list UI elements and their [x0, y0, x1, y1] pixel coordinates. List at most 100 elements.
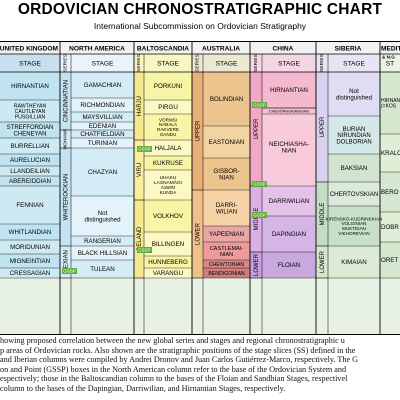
region-header: UNITED KINGDOM — [0, 45, 59, 52]
si-stage-label: CHERTOVSKIAN — [330, 191, 379, 198]
uk-stage-cell — [0, 138, 60, 154]
au-stage-cell — [203, 260, 250, 268]
si-stage-cell — [328, 116, 380, 154]
uk-stage-cell — [0, 72, 60, 100]
na-stage-cell — [71, 72, 134, 98]
si-stage-label: BURIAN NIRUNDIAN DOLBORIAN — [336, 127, 371, 146]
ba-stage-label: VORMSI NABALA RAKVERE OANDU — [157, 117, 179, 136]
au-series-cell — [192, 190, 203, 278]
lower-cell — [192, 278, 250, 334]
si-stage-label: Not distinguished — [336, 88, 373, 102]
na-stage-label: BLACK HILLSIAN — [78, 250, 128, 257]
cn-series-cell — [250, 252, 262, 278]
ba-stage-label: PORKUNI — [154, 83, 182, 90]
region-header-cell — [60, 42, 134, 54]
na-stage-label: RANGERIAN — [84, 238, 121, 245]
me-stage-cell — [380, 242, 400, 278]
au-stage-label: YAPEENIAN — [209, 231, 244, 238]
chronostratigraphic-table: UNITED KINGDOM STAGE NORTH AMERICA SERIES ST… — [0, 41, 400, 335]
lower-cell — [134, 278, 192, 334]
ba-series-cell — [134, 200, 144, 278]
ba-stage-cell — [144, 170, 192, 200]
au-stage-cell — [203, 268, 250, 278]
me-stage-cell — [380, 72, 400, 134]
si-series-cell — [316, 182, 328, 246]
gssp-label: GSSP — [138, 248, 151, 253]
cn-stage-label: HIRNANTIAN — [270, 87, 308, 94]
uk-stage-cell — [0, 268, 60, 278]
ba-stage-cell — [144, 268, 192, 278]
caption-line-3: and Iberian columns were compiled by And… — [0, 355, 359, 365]
region-header: CHINA — [273, 45, 294, 52]
cn-stage-cell — [262, 72, 316, 108]
lower-cell — [0, 278, 60, 334]
column-header-cell — [316, 54, 380, 72]
gssp-label: GSSP — [138, 147, 151, 152]
me-stage-cell — [380, 212, 400, 242]
region-header-cell — [134, 42, 192, 54]
cn-series-label: MIDDLE — [254, 208, 260, 231]
na-stage-cell — [71, 130, 134, 138]
si-stage-cell — [328, 72, 380, 116]
uk-stage-label: WHITLANDIAN — [9, 229, 52, 236]
si-stage-label: BAKSIAN — [341, 165, 368, 172]
me-stage-label: KRALO — [381, 150, 400, 157]
series-header: SERIES — [319, 54, 325, 72]
au-series-label: UPPER — [195, 120, 201, 141]
uk-stage-cell — [0, 176, 60, 186]
na-stage-label: TURINIAN — [88, 140, 117, 147]
column-header-cell — [380, 54, 400, 72]
si-series-cell — [316, 72, 328, 182]
gssp-label: GSSP — [253, 182, 266, 187]
si-stage-cell — [328, 182, 380, 206]
stage-header: STAGE — [278, 60, 300, 67]
stage-header: ST — [386, 60, 394, 67]
uk-stage-label: AURELUCIAN — [10, 157, 50, 164]
column-header-cell — [0, 54, 60, 72]
na-series-cell — [60, 130, 71, 148]
gssp-darriwilian — [252, 181, 267, 187]
gssp-label: GSSP — [253, 103, 266, 108]
uk-stage-cell — [0, 166, 60, 176]
ba-stage-label: HUNNEBERG — [148, 259, 188, 266]
uk-stage-label: BURRELLIAN — [11, 143, 50, 150]
me-stage-label: BERO — [381, 189, 399, 196]
uk-stage-label: LLANDEILIAN — [10, 168, 50, 175]
column-header-cell — [192, 54, 250, 72]
na-series-label: CINCINNATIAN — [63, 80, 69, 122]
uk-stage-cell — [0, 122, 60, 138]
series-header: SERIES — [136, 54, 142, 72]
series-header: SERIES — [195, 54, 201, 72]
figure-caption: howing proposed correlation between the … — [0, 336, 400, 394]
cn-stage-label: CHIENTANGKIANGIAN — [269, 109, 309, 113]
uk-stage-cell — [0, 224, 60, 240]
stage-header: STAGE — [92, 60, 114, 67]
stage-header: STAGE — [157, 60, 179, 67]
stage-header: STAGE — [216, 60, 238, 67]
cn-stage-cell — [262, 216, 316, 252]
cn-stage-cell — [262, 186, 316, 216]
au-stage-label: BENDIGONIAN — [208, 271, 245, 277]
gssp-dapingian — [252, 212, 267, 218]
cn-stage-label: DAPINGIAN — [272, 231, 306, 238]
ba-series-label: HARJU — [137, 96, 143, 116]
uk-stage-cell — [0, 100, 60, 122]
cn-stage-label: DARRIWILIAN — [269, 198, 310, 205]
region-header: MEDITE — [381, 45, 400, 52]
region-header-suffix: & N.G — [382, 55, 395, 60]
stage-header: STAGE — [19, 60, 41, 67]
me-stage-label: ORET — [381, 257, 398, 264]
gssp-floian — [137, 247, 152, 253]
uk-stage-label: ABEREIDDIAN — [9, 178, 51, 185]
au-stage-label: GISBOR-NIAN — [213, 168, 239, 182]
caption-line-6: column to the bases of the Dapingian, Da… — [0, 383, 286, 393]
au-stage-cell — [203, 242, 250, 260]
au-stage-label: BOLINDIAN — [210, 96, 243, 103]
au-stage-cell — [203, 126, 250, 158]
au-stage-label: EASTONIAN — [209, 139, 245, 146]
au-stage-cell — [203, 226, 250, 242]
si-stage-label: KIMAIAN — [341, 259, 366, 266]
ba-stage-cell — [144, 200, 192, 232]
ba-stage-cell — [144, 256, 192, 268]
